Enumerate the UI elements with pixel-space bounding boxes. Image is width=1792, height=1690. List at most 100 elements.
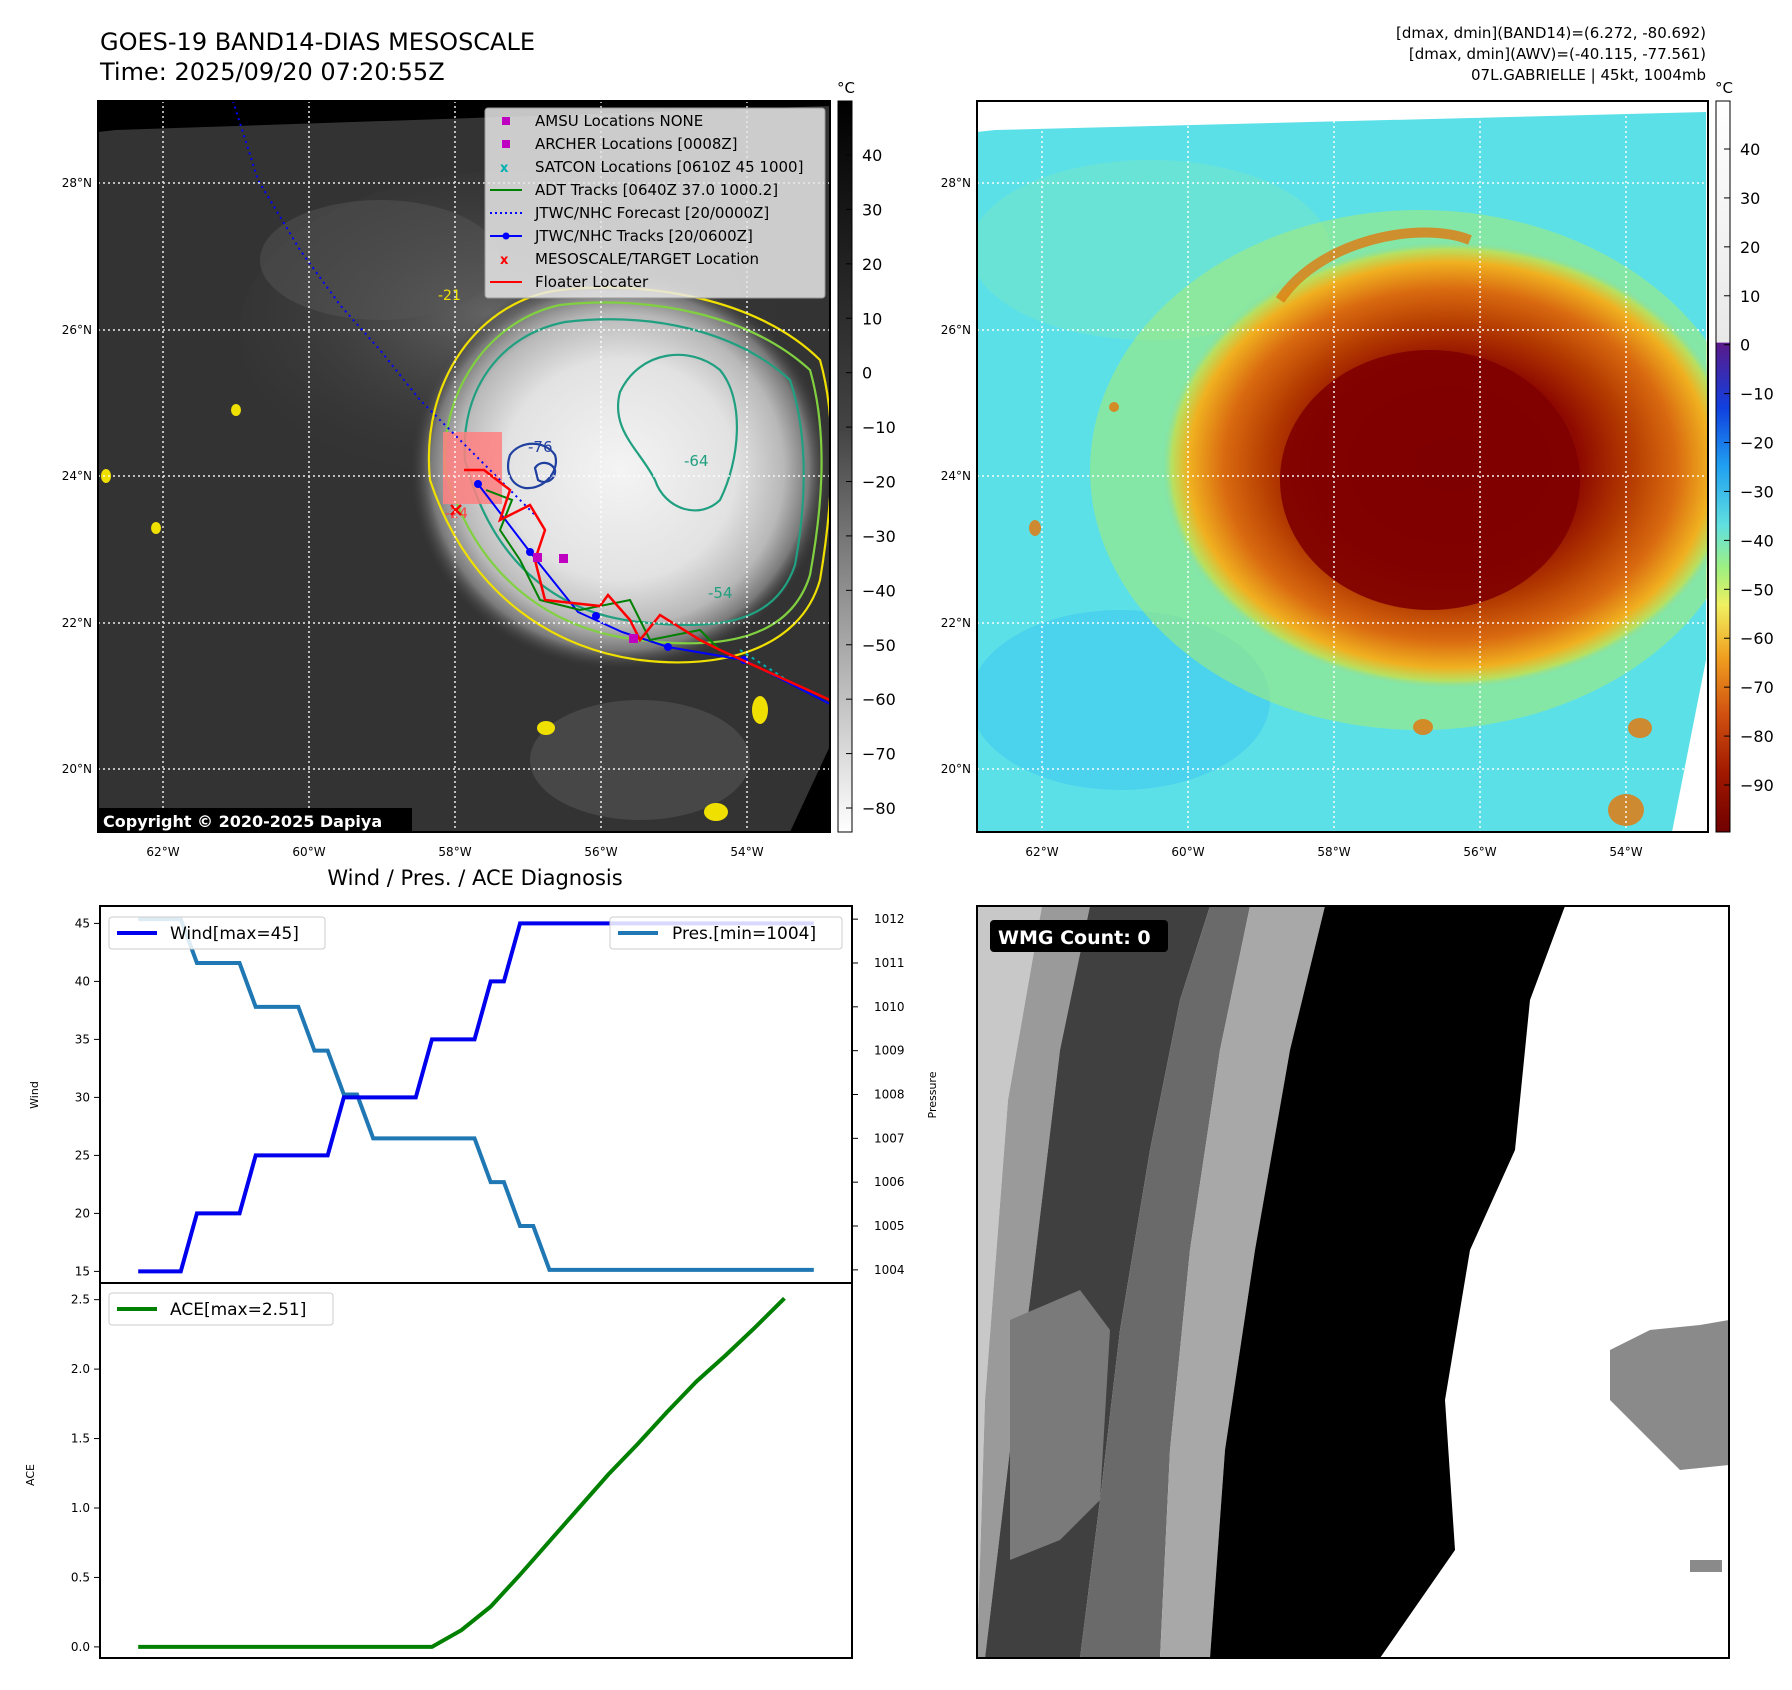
legend-label: Wind[max=45] — [170, 924, 299, 944]
archer-points — [533, 553, 638, 643]
colorbar-tick: 40 — [862, 146, 882, 165]
y2-tick-label: 1012 — [874, 912, 905, 926]
colorbar-tick: −30 — [1740, 482, 1774, 501]
legend-label: Floater Locater — [535, 273, 649, 291]
y-tick-label: 40 — [75, 974, 90, 988]
legend-label: MESOSCALE/TARGET Location — [535, 250, 759, 268]
colorbar-tick: 10 — [862, 309, 882, 328]
colorbar-tick: −60 — [1740, 629, 1774, 648]
title-line-1: GOES-19 BAND14-DIAS MESOSCALE — [100, 28, 535, 56]
legend-label: AMSU Locations NONE — [535, 112, 703, 130]
adt-track — [485, 489, 721, 651]
y-tick-label: 2.0 — [71, 1362, 90, 1376]
y-tick-label: 35 — [75, 1032, 90, 1046]
awv-colorbar: °C 40 30 20 10 0 −10 −20 −30 −40 −50 −60 −70 −80 −90 — [1715, 79, 1774, 833]
ace-plot — [138, 1296, 786, 1649]
lat-tick: 26°N — [62, 323, 92, 337]
ace-legend: ACE[max=2.51] — [108, 1292, 334, 1326]
y-tick-label: 1.5 — [71, 1432, 90, 1446]
contour-green — [443, 301, 823, 645]
wind-axis-label: Wind — [28, 1081, 41, 1109]
ir-map-panel: -76 -64 -54 -21 -24 — [62, 100, 831, 859]
lon-tick: 60°W — [1171, 845, 1204, 859]
contour-label: -76 — [528, 438, 553, 456]
ir-gridlines — [98, 101, 830, 832]
legend-label: ARCHER Locations [0008Z] — [535, 135, 738, 153]
colorbar-tick: 10 — [1740, 287, 1760, 306]
colorbar-tick: −40 — [862, 581, 896, 600]
colorbar-tick: 30 — [862, 200, 882, 219]
y-tick-label: 15 — [75, 1264, 90, 1278]
pressure-legend: Pres.[min=1004] — [609, 916, 843, 950]
colorbar-tick: −80 — [862, 799, 896, 818]
colorbar-tick: −40 — [1740, 531, 1774, 550]
lat-tick: 24°N — [941, 469, 971, 483]
colorbar-tick: −50 — [862, 636, 896, 655]
stats-line-2: [dmax, dmin](AWV)=(-40.115, -77.561) — [1409, 45, 1706, 63]
awv-lon-ticks: 62°W 60°W 58°W 56°W 54°W — [1025, 845, 1642, 859]
colorbar-tick: −70 — [862, 745, 896, 764]
awv-gridlines — [977, 101, 1708, 832]
ir-lat-ticks: 28°N 26°N 24°N 22°N 20°N — [62, 176, 92, 776]
y-tick-label: 1.0 — [71, 1501, 90, 1515]
colorbar-tick: −10 — [862, 418, 896, 437]
contour-teal-inner — [617, 353, 738, 512]
colorbar-tick: −60 — [862, 690, 896, 709]
colorbar-tick: −50 — [1740, 580, 1774, 599]
wind-legend: Wind[max=45] — [108, 916, 326, 950]
lon-tick: 54°W — [730, 845, 763, 859]
contour-label: -21 — [438, 288, 461, 304]
legend-label: Pres.[min=1004] — [672, 924, 816, 944]
colorbar-tick: 20 — [862, 255, 882, 274]
legend-marker-x: x — [500, 161, 509, 176]
colorbar-tick: −90 — [1740, 776, 1774, 795]
y2-tick-label: 1005 — [874, 1219, 905, 1233]
legend-marker-x: x — [500, 253, 509, 268]
colorbar-tick: 0 — [862, 364, 872, 383]
awv-imagery — [977, 112, 1708, 832]
wmg-imagery — [977, 906, 1729, 1658]
ir-colorbar-ticks: 40 30 20 10 0 −10 −20 −30 −40 −50 −60 −70 −80 — [846, 146, 896, 818]
lon-tick: 58°W — [438, 845, 471, 859]
colorbar-tick: −30 — [862, 527, 896, 546]
ace-axis-label: ACE — [24, 1464, 37, 1486]
awv-lat-ticks: 28°N 26°N 24°N 22°N 20°N — [941, 176, 971, 776]
legend-marker-square — [502, 140, 510, 148]
pressure-axis-label: Pressure — [926, 1071, 939, 1118]
y2-tick-label: 1007 — [874, 1131, 905, 1145]
copyright: Copyright © 2020-2025 Dapiya — [103, 812, 382, 831]
y-tick-label: 25 — [75, 1148, 90, 1162]
floater-track — [464, 468, 830, 702]
awv-colorbar-ticks: 40 30 20 10 0 −10 −20 −30 −40 −50 −60 −70 −80 −90 — [1724, 140, 1774, 795]
target-marker — [450, 504, 462, 516]
legend-marker-square — [502, 117, 510, 125]
lat-tick: 22°N — [941, 616, 971, 630]
lon-tick: 54°W — [1609, 845, 1642, 859]
colorbar-tick: 40 — [1740, 140, 1760, 159]
y2-tick-label: 1008 — [874, 1088, 905, 1102]
legend-label: SATCON Locations [0610Z 45 1000] — [535, 158, 803, 176]
ace-y-ticks: 0.0 0.5 1.0 1.5 2.0 2.5 — [71, 1293, 100, 1654]
wmg-panel: WMG Count: 0 — [976, 905, 1730, 1659]
y2-tick-label: 1009 — [874, 1044, 905, 1058]
lon-tick: 62°W — [146, 845, 179, 859]
contour-label: -24 — [445, 506, 468, 522]
ir-lon-ticks: 62°W 60°W 58°W 56°W 54°W — [146, 845, 763, 859]
colorbar-unit: °C — [837, 79, 855, 97]
lat-tick: 20°N — [941, 762, 971, 776]
contour-labels: -76 -64 -54 -21 -24 — [438, 288, 733, 602]
legend-label: ACE[max=2.51] — [170, 1300, 306, 1320]
wmg-count-box — [990, 920, 1168, 952]
lon-tick: 56°W — [1463, 845, 1496, 859]
pressure-y-ticks: 1004 1005 1006 1007 1008 1009 1010 1011 1012 — [852, 912, 905, 1277]
colorbar-unit: °C — [1715, 79, 1733, 97]
lon-tick: 62°W — [1025, 845, 1058, 859]
contour-yellow — [427, 286, 830, 664]
awv-map-panel: 62°W 60°W 58°W 56°W 54°W 28°N 26°N 24°N … — [941, 100, 1709, 859]
lat-tick: 28°N — [941, 176, 971, 190]
lat-tick: 20°N — [62, 762, 92, 776]
pressure-line — [138, 917, 814, 1272]
wind-y-ticks: 15 20 25 30 35 40 45 — [75, 916, 100, 1278]
lon-tick: 60°W — [292, 845, 325, 859]
lat-tick: 26°N — [941, 323, 971, 337]
